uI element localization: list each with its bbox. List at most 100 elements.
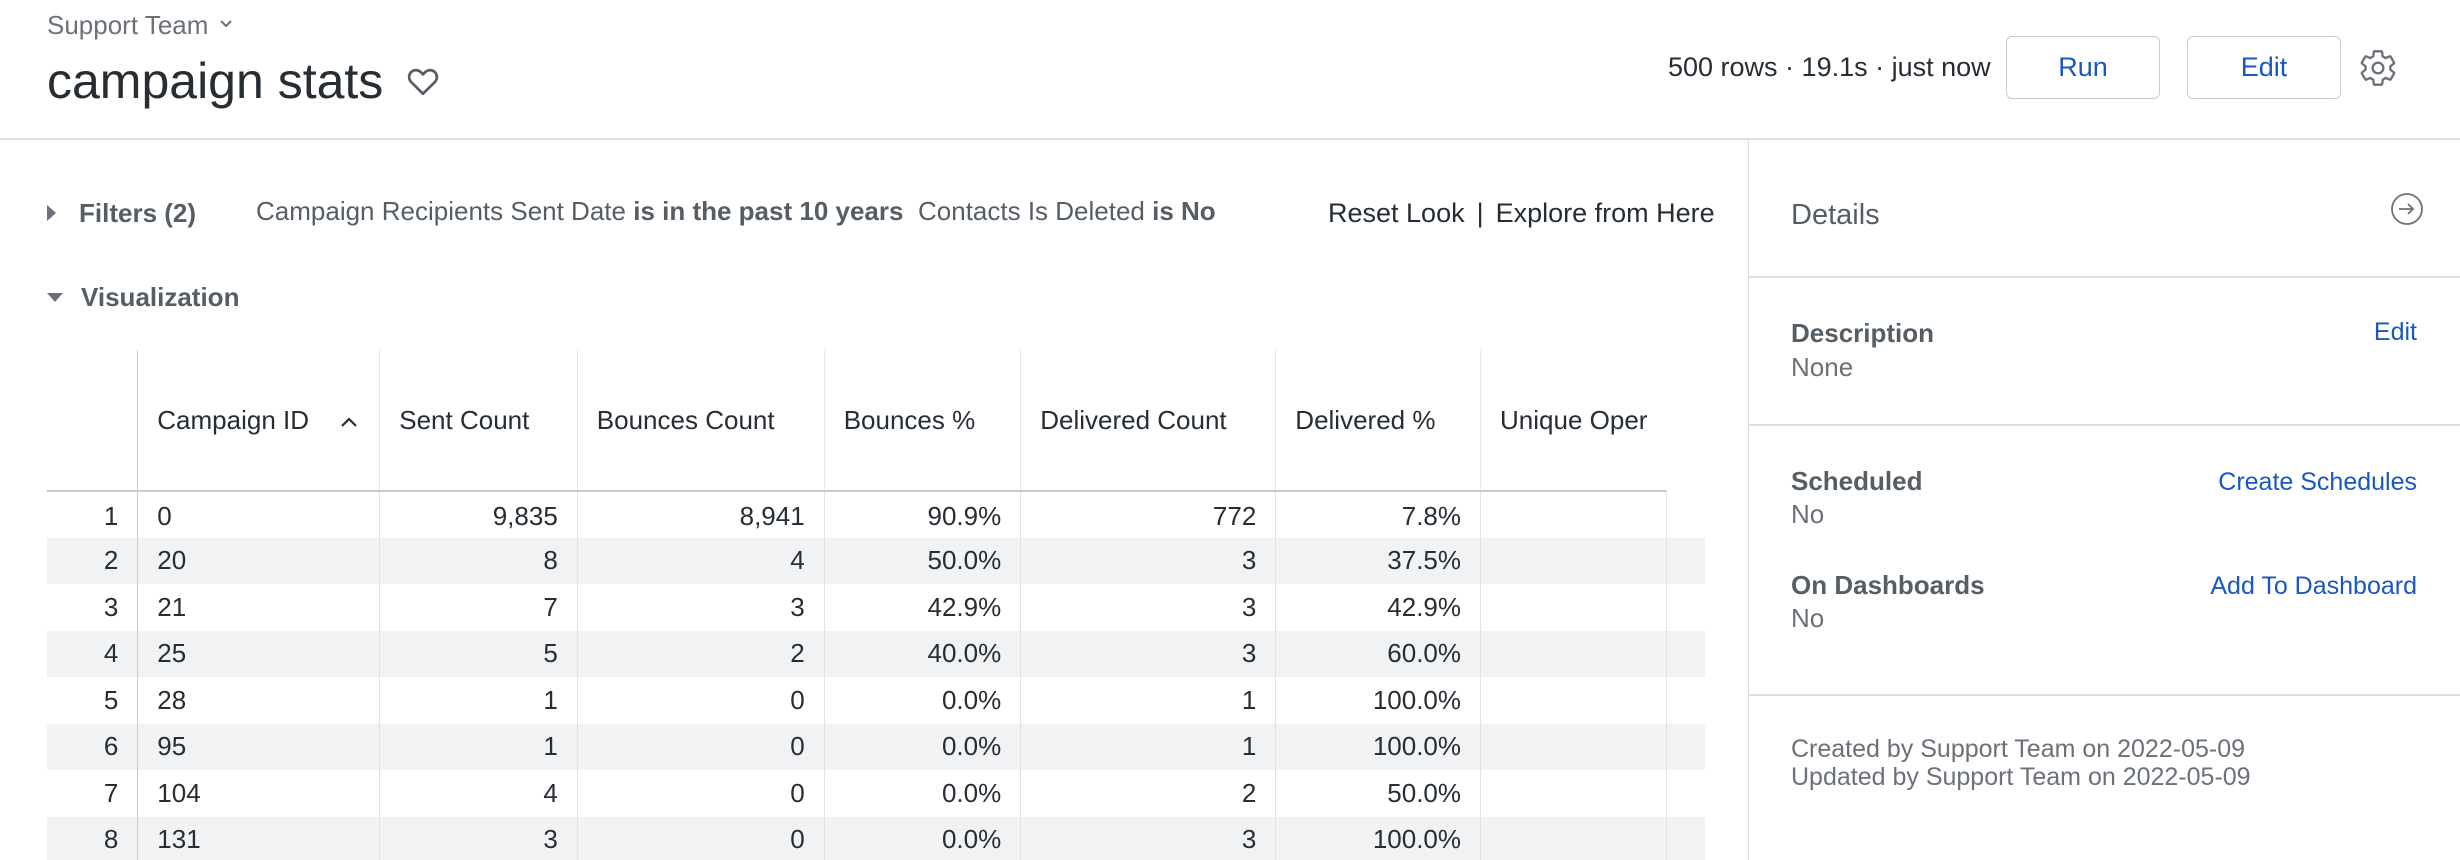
table-cell[interactable] <box>1480 491 1667 538</box>
breadcrumb[interactable]: Support Team <box>47 10 236 41</box>
table-cell[interactable]: 50.0% <box>823 537 1021 584</box>
table-cell[interactable]: 1 <box>379 723 578 770</box>
table-cell[interactable]: 0 <box>576 816 825 860</box>
explore-from-here-link[interactable]: Explore from Here <box>1495 198 1715 228</box>
table-cell-filler <box>1666 677 1705 724</box>
table-cell[interactable] <box>1480 537 1667 584</box>
table-cell[interactable]: 25 <box>137 630 380 677</box>
column-header-label: Campaign ID <box>157 404 310 435</box>
table-cell[interactable]: 3 <box>1020 630 1276 677</box>
table-cell[interactable]: 9,835 <box>379 491 578 538</box>
table-row: 4 25 5 2 40.0% 3 60.0% <box>47 630 1705 677</box>
table-cell[interactable]: 50.0% <box>1275 770 1481 817</box>
column-header-bounces-pct[interactable]: Bounces % <box>823 350 1021 492</box>
edit-button[interactable]: Edit <box>2187 36 2341 99</box>
run-button[interactable]: Run <box>2006 36 2160 99</box>
table-row: 1 0 9,835 8,941 90.9% 772 7.8% <box>47 491 1705 538</box>
sort-ascending-icon[interactable] <box>338 415 360 429</box>
column-header-unique-opens[interactable]: Unique Oper <box>1480 350 1667 492</box>
table-cell[interactable]: 772 <box>1020 491 1276 538</box>
filters-toggle[interactable]: Filters (2) <box>47 196 196 230</box>
column-header-delivered-pct[interactable]: Delivered % <box>1275 350 1481 492</box>
table-cell[interactable]: 2 <box>576 630 825 677</box>
table-cell[interactable]: 100.0% <box>1275 816 1481 860</box>
reset-look-link[interactable]: Reset Look <box>1328 198 1465 228</box>
updated-by-text: Updated by Support Team on 2022-05-09 <box>1791 763 2251 791</box>
table-cell[interactable]: 3 <box>379 816 578 860</box>
scheduled-label: Scheduled <box>1791 466 1923 496</box>
table-row: 6 95 1 0 0.0% 1 100.0% <box>47 723 1705 770</box>
table-cell[interactable]: 0.0% <box>823 677 1021 724</box>
add-to-dashboard-link[interactable]: Add To Dashboard <box>2210 572 2417 600</box>
table-cell[interactable]: 131 <box>137 816 380 860</box>
column-header-delivered-count[interactable]: Delivered Count <box>1020 350 1276 492</box>
table-cell[interactable]: 4 <box>379 770 578 817</box>
collapse-panel-icon[interactable] <box>2389 191 2425 227</box>
table-cell[interactable] <box>1480 770 1667 817</box>
table-cell[interactable]: 3 <box>1020 584 1276 631</box>
filter-summary-sent-date[interactable]: Campaign Recipients Sent Date is in the … <box>256 196 903 227</box>
table-cell[interactable]: 0.0% <box>823 816 1021 860</box>
column-header-sent-count[interactable]: Sent Count <box>379 350 578 492</box>
row-index: 8 <box>47 816 139 860</box>
column-header-bounces-count[interactable]: Bounces Count <box>576 350 825 492</box>
visualization-toggle[interactable]: Visualization <box>47 282 239 313</box>
table-cell[interactable]: 8 <box>379 537 578 584</box>
table-cell[interactable]: 40.0% <box>823 630 1021 677</box>
table-cell[interactable]: 60.0% <box>1275 630 1481 677</box>
dashboards-label: On Dashboards <box>1791 570 1985 600</box>
chevron-down-icon <box>216 10 236 41</box>
table-cell[interactable]: 3 <box>1020 816 1276 860</box>
table-cell[interactable]: 1 <box>1020 723 1276 770</box>
column-header-campaign-id[interactable]: Campaign ID <box>137 350 380 492</box>
table-cell[interactable]: 5 <box>379 630 578 677</box>
table-cell[interactable]: 7 <box>379 584 578 631</box>
table-cell[interactable]: 28 <box>137 677 380 724</box>
table-cell[interactable]: 21 <box>137 584 380 631</box>
table-cell[interactable]: 7.8% <box>1275 491 1481 538</box>
table-cell[interactable]: 0 <box>576 770 825 817</box>
table-cell[interactable]: 0.0% <box>823 723 1021 770</box>
table-cell[interactable]: 2 <box>1020 770 1276 817</box>
create-schedules-link[interactable]: Create Schedules <box>2218 468 2417 496</box>
description-value: None <box>1791 352 1854 382</box>
table-cell[interactable]: 37.5% <box>1275 537 1481 584</box>
table-cell[interactable]: 0 <box>137 491 380 538</box>
table-cell[interactable]: 0.0% <box>823 770 1021 817</box>
table-cell[interactable]: 1 <box>379 677 578 724</box>
table-cell[interactable]: 95 <box>137 723 380 770</box>
header-divider <box>0 138 2460 140</box>
table-cell[interactable]: 42.9% <box>1275 584 1481 631</box>
table-cell[interactable]: 100.0% <box>1275 723 1481 770</box>
breadcrumb-label: Support Team <box>47 10 209 40</box>
table-cell[interactable] <box>1480 630 1667 677</box>
table-cell[interactable]: 42.9% <box>823 584 1021 631</box>
table-cell[interactable]: 3 <box>1020 537 1276 584</box>
table-cell[interactable] <box>1480 677 1667 724</box>
table-cell[interactable]: 90.9% <box>823 491 1021 538</box>
table-cell[interactable]: 0 <box>576 677 825 724</box>
gear-icon[interactable] <box>2358 48 2398 88</box>
table-row: 3 21 7 3 42.9% 3 42.9% <box>47 584 1705 631</box>
table-cell[interactable]: 3 <box>576 584 825 631</box>
table-cell[interactable]: 20 <box>137 537 380 584</box>
results-table: Campaign ID Sent Count Bounces Count Bou… <box>47 350 1705 860</box>
table-cell[interactable] <box>1480 584 1667 631</box>
table-cell[interactable]: 0 <box>576 723 825 770</box>
table-cell-filler <box>1666 770 1705 817</box>
table-cell[interactable] <box>1480 816 1667 860</box>
table-header-row: Campaign ID Sent Count Bounces Count Bou… <box>47 350 1705 492</box>
table-cell[interactable]: 104 <box>137 770 380 817</box>
heart-icon[interactable] <box>405 63 441 99</box>
description-edit-link[interactable]: Edit <box>2373 318 2417 346</box>
table-cell-filler <box>1666 491 1705 538</box>
panel-divider <box>1749 694 2460 696</box>
table-cell[interactable] <box>1480 723 1667 770</box>
table-cell[interactable]: 4 <box>576 537 825 584</box>
row-index-header <box>47 350 139 492</box>
table-cell[interactable]: 8,941 <box>576 491 825 538</box>
filter-summary-is-deleted[interactable]: Contacts Is Deleted is No <box>918 196 1216 227</box>
table-cell[interactable]: 100.0% <box>1275 677 1481 724</box>
table-cell[interactable]: 1 <box>1020 677 1276 724</box>
visualization-label: Visualization <box>81 282 240 312</box>
